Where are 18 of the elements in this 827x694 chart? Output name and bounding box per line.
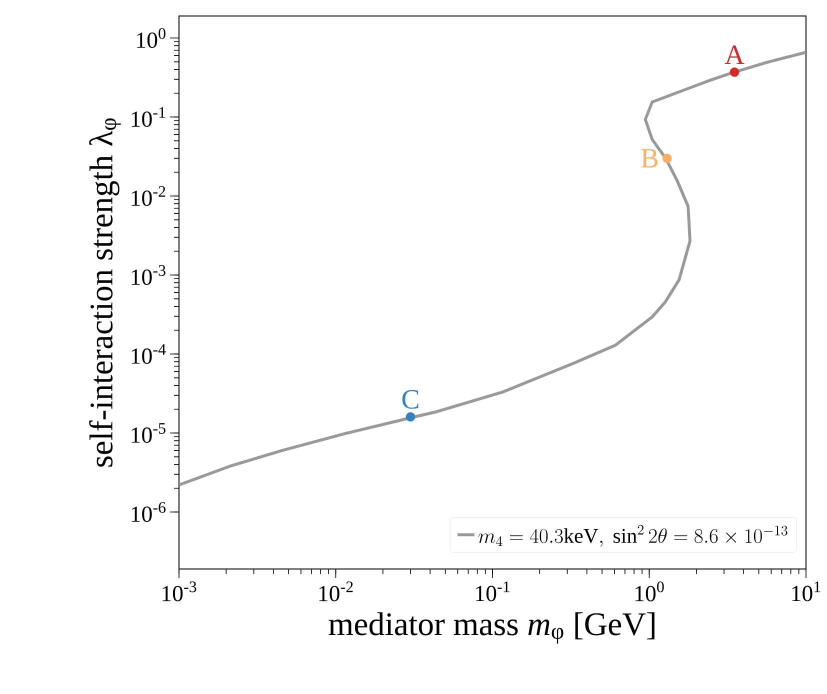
legend-label: $m_4 = 40.3\mathrm{keV},\ \sin^2 2\theta = 8.6\times 10^{-13}$	[478, 524, 788, 547]
x-axis-title: mediator mass m$_{φ}$ [GeV]	[328, 612, 654, 644]
y-tick-label: 10$^{-4}$	[132, 344, 166, 364]
x-tick-label: 10$^{1}$	[792, 581, 820, 602]
x-tick-label: 10$^{0}$	[636, 581, 664, 602]
x-tick-label: 10$^{-3}$	[162, 581, 196, 602]
x-tick-label: 10$^{-1}$	[476, 581, 510, 602]
y-tick-label: 10$^{0}$	[137, 28, 166, 48]
annotation: C	[402, 390, 418, 409]
annotation: B	[641, 149, 658, 168]
y-tick-label: 10$^{-6}$	[132, 502, 166, 522]
y-tick-label: 10$^{-2}$	[132, 186, 166, 206]
annotation: A	[724, 46, 744, 64]
y-tick-label: 10$^{-5}$	[132, 423, 166, 443]
y-axis-title: self-interaction strength λ$_{φ}$	[89, 118, 121, 467]
x-tick-label: 10$^{-2}$	[319, 581, 353, 602]
y-tick-label: 10$^{-1}$	[132, 107, 166, 127]
y-tick-label: 10$^{-3}$	[132, 265, 166, 285]
